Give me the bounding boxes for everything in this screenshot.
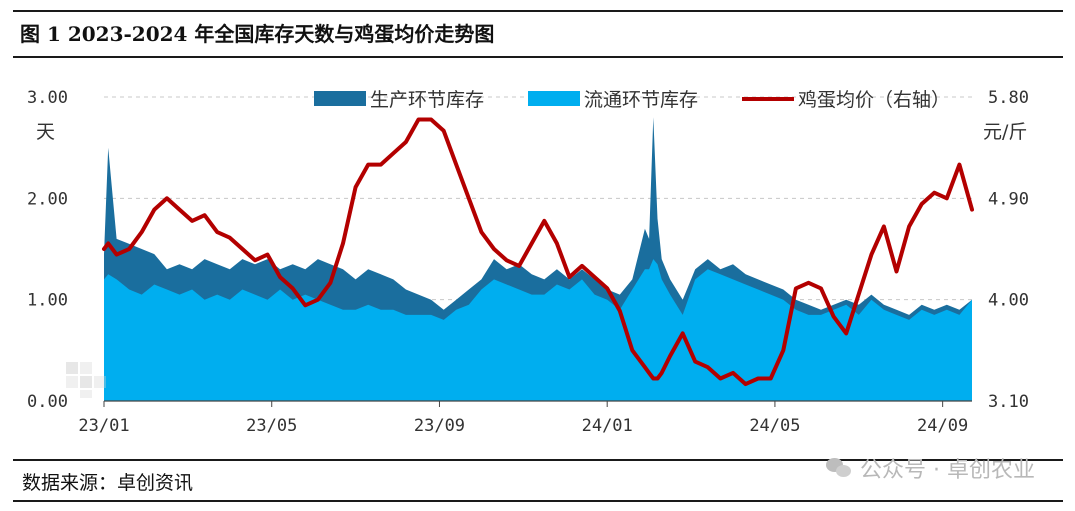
legend-label: 鸡蛋均价（右轴） (798, 89, 950, 111)
left-axis-unit: 天 (36, 121, 55, 143)
circulation-inventory-area (104, 259, 972, 401)
top-rule (13, 10, 1063, 12)
title-rule (13, 56, 1063, 58)
left-tick-label: 0.00 (27, 392, 68, 412)
watermark-text: 公众号 · 卓创农业 (860, 458, 1035, 483)
axes: 0.00 1.00 2.00 3.00 3.10 4.00 4.90 5.80 天 元/斤 23/0… (27, 88, 1029, 436)
legend-label: 流通环节库存 (584, 89, 698, 111)
watermark: 公众号 · 卓创农业 (826, 452, 1035, 484)
bottom-rule (13, 500, 1063, 502)
right-tick-label: 4.00 (988, 291, 1029, 311)
x-tick-label: 24/05 (749, 416, 800, 436)
x-tick-label: 24/01 (582, 416, 633, 436)
right-axis-unit: 元/斤 (983, 121, 1027, 143)
price-line-group (102, 117, 974, 387)
x-tick-label: 23/09 (414, 416, 465, 436)
source-rule (13, 459, 1063, 461)
x-tick-label: 24/09 (917, 416, 968, 436)
left-tick-label: 2.00 (27, 189, 68, 209)
right-tick-label: 4.90 (988, 189, 1029, 209)
stacked-areas (104, 117, 972, 402)
left-tick-label: 1.00 (27, 291, 68, 311)
x-tick-label: 23/05 (246, 416, 297, 436)
legend-swatch (314, 91, 366, 106)
logo-mark (66, 362, 106, 398)
data-source: 数据来源：卓创资讯 (22, 472, 194, 494)
right-tick-label: 5.80 (988, 88, 1029, 108)
egg-price-line (102, 117, 974, 387)
wechat-icon (826, 458, 852, 478)
figure-title: 图 1 2023-2024 年全国库存天数与鸡蛋均价走势图 (20, 22, 495, 46)
legend: 生产环节库存 流通环节库存 鸡蛋均价（右轴） (314, 89, 950, 111)
legend-swatch (528, 91, 580, 106)
x-tick-label: 23/01 (78, 416, 129, 436)
legend-label: 生产环节库存 (370, 89, 484, 111)
left-tick-label: 3.00 (27, 88, 68, 108)
right-tick-label: 3.10 (988, 392, 1029, 412)
